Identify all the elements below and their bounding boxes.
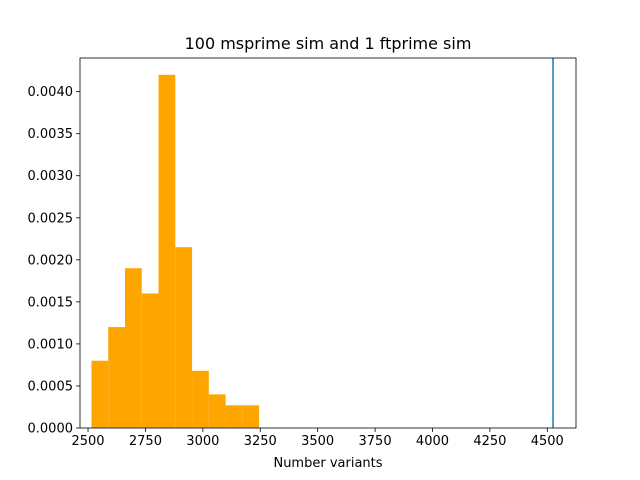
y-tick-label: 0.0010 [28, 337, 74, 352]
plot-frame [79, 57, 577, 429]
y-tick-label: 0.0040 [28, 85, 74, 100]
x-tick-label: 3500 [301, 434, 334, 449]
x-axis-label: Number variants [273, 456, 382, 471]
histogram-bar [91, 360, 109, 428]
y-tick-label: 0.0005 [28, 379, 74, 394]
x-tick-label: 4000 [416, 434, 449, 449]
y-tick-label: 0.0030 [28, 169, 74, 184]
histogram-bar [158, 74, 176, 429]
y-tick-label: 0.0000 [28, 422, 74, 437]
histogram-bar [225, 405, 243, 428]
x-tick-label: 3250 [244, 434, 277, 449]
x-tick-label: 2500 [71, 434, 104, 449]
histogram-bar [208, 394, 226, 428]
histogram-bar [242, 405, 260, 428]
y-tick-label: 0.0020 [28, 253, 74, 268]
histogram-bar [125, 268, 142, 428]
axis-ticks: 2500 2750 3000 3250 3500 3750 4000 4250 4500 0.00… [28, 85, 564, 449]
x-tick-label: 2750 [129, 434, 162, 449]
histogram-bar [141, 293, 159, 428]
histogram-bar [108, 327, 126, 428]
y-tick-label: 0.0025 [28, 211, 74, 226]
histogram-bar [192, 370, 209, 428]
y-tick-label: 0.0035 [28, 127, 74, 142]
x-tick-label: 4500 [531, 434, 564, 449]
axes [79, 57, 577, 429]
x-tick-label: 3000 [186, 434, 219, 449]
histogram-bars [91, 74, 260, 429]
chart-title: 100 msprime sim and 1 ftprime sim [185, 34, 472, 53]
y-tick-label: 0.0015 [28, 295, 74, 310]
histogram-bar [175, 247, 193, 428]
x-tick-label: 4250 [473, 434, 506, 449]
x-tick-label: 3750 [359, 434, 392, 449]
